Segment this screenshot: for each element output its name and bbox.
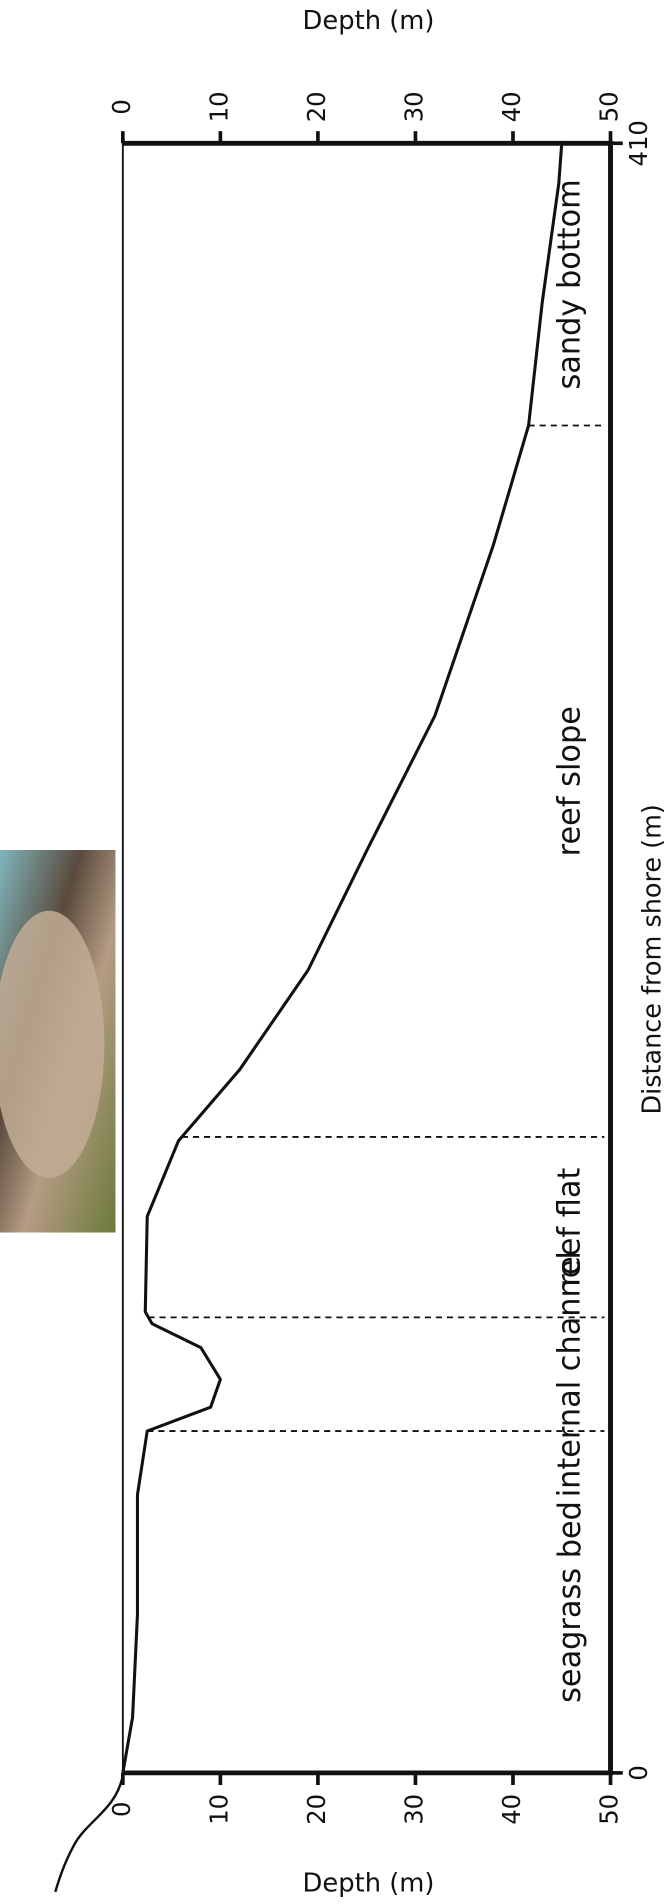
zone-label: sandy bottom [553, 179, 588, 389]
tick-label: 50 [594, 91, 623, 122]
zone-label: internal channel [553, 1251, 588, 1497]
tick-label: 40 [497, 91, 526, 122]
tick-label: 30 [399, 1794, 428, 1825]
tick-label: 0 [107, 99, 136, 114]
tick-label: 0 [624, 1765, 653, 1780]
tick-label: 40 [497, 1794, 526, 1825]
tick-label: 50 [594, 1794, 623, 1825]
tick-label: 10 [204, 1794, 233, 1825]
top-axis-title: Depth (m) [303, 6, 435, 36]
tick-label: 20 [302, 1794, 331, 1825]
bottom-axis-title: Depth (m) [303, 1869, 435, 1899]
right-axis-title: Distance from shore (m) [637, 804, 667, 1114]
tick-label: 20 [302, 91, 331, 122]
chart: Depth (m) Depth (m) Distance from shore … [0, 0, 667, 1904]
tick-label: 0 [107, 1802, 136, 1817]
tick-label: 10 [204, 91, 233, 122]
zone-label: reef flat [553, 1168, 588, 1287]
depth-profile [123, 143, 562, 1773]
shore-line [55, 1775, 123, 1892]
tick-label: 410 [624, 120, 653, 166]
zone-label: seagrass bed [553, 1501, 588, 1703]
tick-label: 30 [399, 91, 428, 122]
zone-label: reef slope [553, 706, 588, 856]
plot: Depth (m) Depth (m) Distance from shore … [0, 6, 667, 1899]
